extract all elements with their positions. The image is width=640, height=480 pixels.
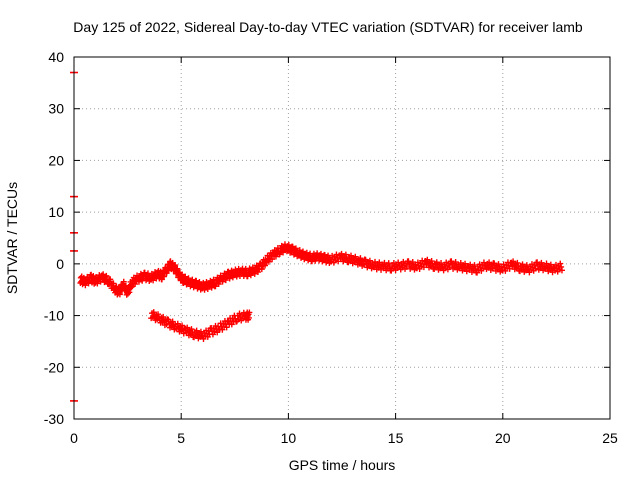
chart-title: Day 125 of 2022, Sidereal Day-to-day VTE…	[73, 19, 583, 35]
x-tick-label: 15	[388, 430, 404, 446]
data-point	[514, 259, 521, 266]
grid	[74, 57, 610, 419]
data-point	[471, 262, 478, 269]
y-tick-label: -30	[44, 411, 64, 427]
y-tick-label: 10	[48, 204, 64, 220]
y-tick-label: 0	[56, 256, 64, 272]
data-point	[262, 262, 269, 269]
data-point	[150, 309, 157, 316]
data-point	[558, 263, 565, 270]
data-point	[428, 258, 435, 265]
data-point	[223, 324, 230, 331]
data-point	[385, 260, 392, 267]
data-point	[245, 314, 252, 321]
x-tick-label: 5	[177, 430, 185, 446]
data-point	[126, 289, 133, 296]
data-point	[155, 311, 162, 318]
data-point	[246, 309, 253, 316]
x-tick-label: 10	[281, 430, 297, 446]
y-tick-label: 20	[48, 152, 64, 168]
data-point	[258, 266, 265, 273]
data-point	[523, 262, 530, 269]
data-point	[558, 267, 565, 274]
data-point	[269, 256, 276, 263]
y-tick-label: -20	[44, 359, 64, 375]
data-point	[395, 259, 402, 266]
y-axis-label: SDTVAR / TECUs	[4, 182, 20, 294]
x-tick-label: 20	[495, 430, 511, 446]
data-point	[160, 313, 167, 320]
data-point	[265, 258, 272, 265]
data-points	[70, 71, 565, 402]
y-tick-label: 40	[48, 49, 64, 65]
series-2	[148, 309, 253, 342]
y-tick-label: 30	[48, 101, 64, 117]
series-1	[77, 241, 565, 298]
data-point	[116, 291, 123, 298]
data-point	[161, 273, 168, 280]
plot-frame	[73, 56, 611, 420]
data-point	[188, 326, 195, 333]
x-tick-label: 0	[70, 430, 78, 446]
y-tick-label: -10	[44, 308, 64, 324]
x-axis-label: GPS time / hours	[289, 457, 396, 473]
data-point	[197, 328, 204, 335]
x-tick-label: 25	[602, 430, 618, 446]
axis-ticks: 0 5 10 15 20 25 -30 -20 -10 0 10 20 30 40	[44, 49, 618, 446]
data-point	[287, 249, 294, 256]
data-point	[438, 260, 445, 267]
data-point	[557, 260, 564, 267]
data-point	[352, 253, 359, 260]
data-point	[125, 290, 132, 297]
data-point	[342, 251, 349, 258]
